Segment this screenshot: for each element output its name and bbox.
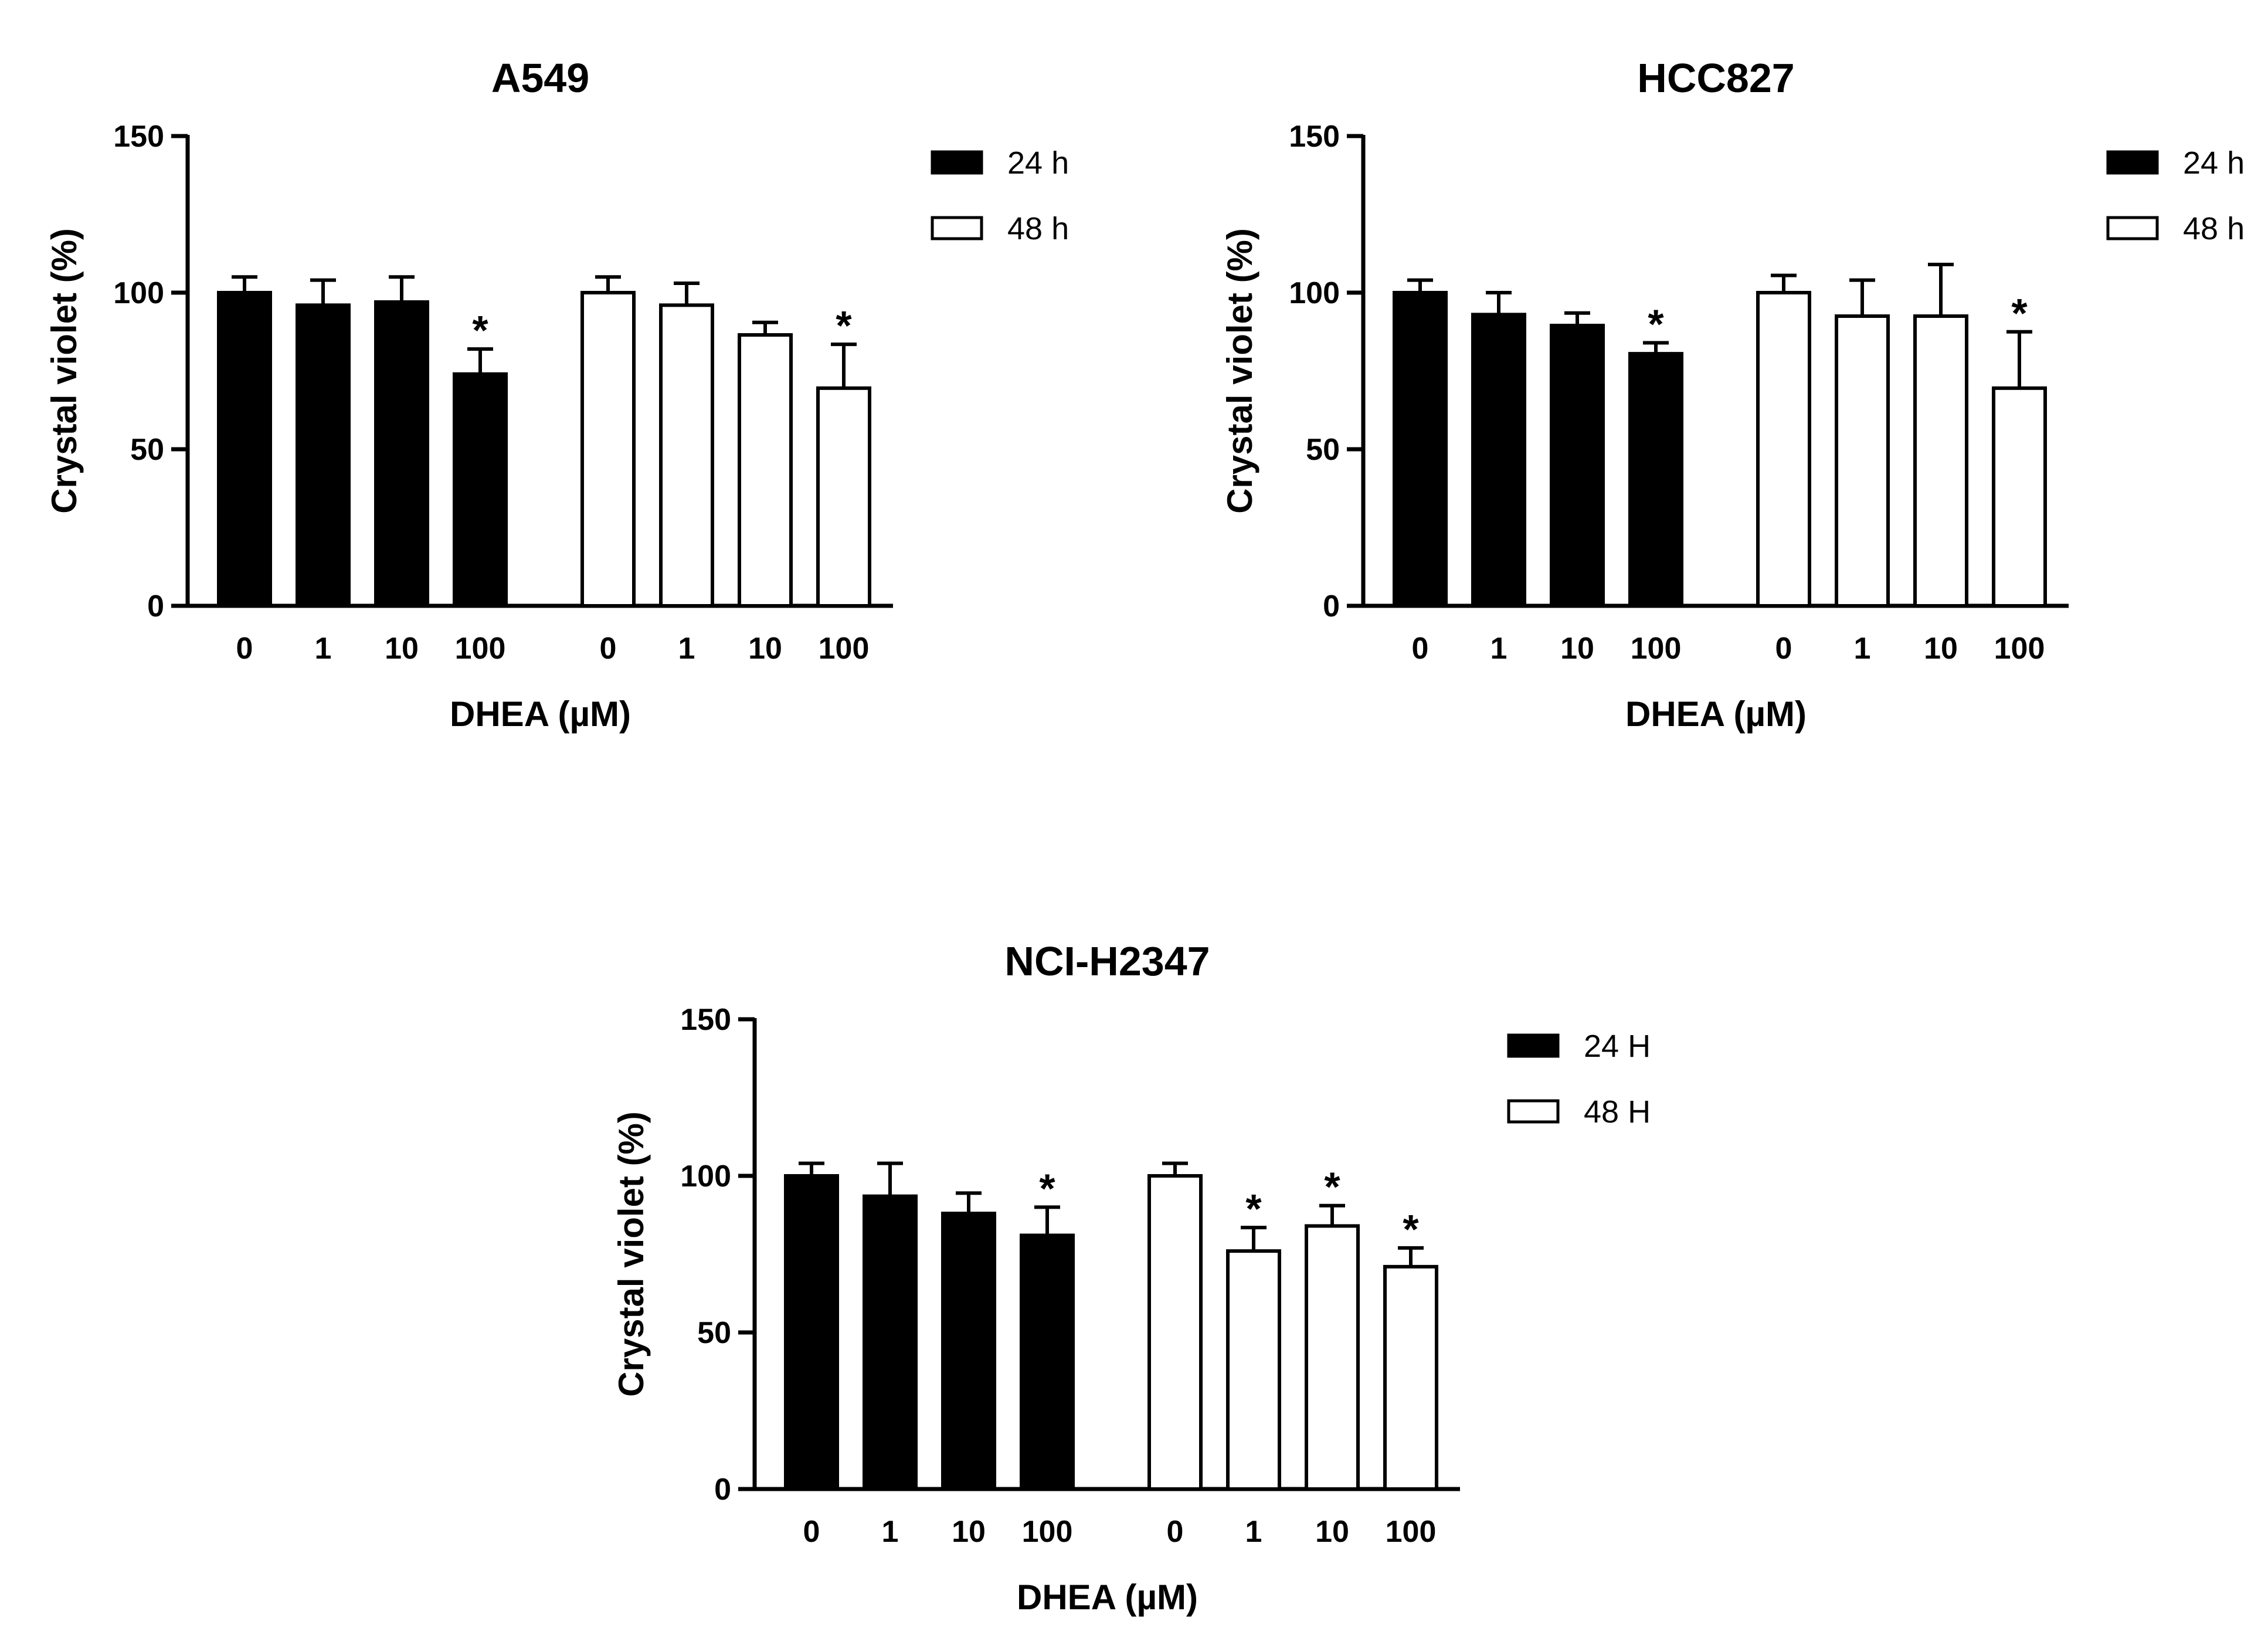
legend-label: 24 h — [1007, 145, 1069, 181]
x-axis-label: DHEA (µM) — [1625, 694, 1807, 734]
x-tick-label: 0 — [803, 1515, 820, 1549]
x-axis-label: DHEA (µM) — [1017, 1578, 1198, 1617]
bar — [816, 386, 871, 608]
y-tick-label: 150 — [680, 1003, 731, 1037]
x-tick-label: 10 — [1315, 1515, 1349, 1549]
legend-label: 24 h — [2183, 145, 2245, 181]
x-tick-label: 100 — [455, 632, 506, 666]
y-tick-label: 50 — [1306, 433, 1340, 467]
legend-swatch — [1507, 1033, 1560, 1058]
legend-label: 24 H — [1584, 1029, 1651, 1064]
bar — [1226, 1249, 1281, 1491]
x-tick-label: 10 — [1924, 632, 1958, 666]
bar — [1393, 291, 1448, 608]
significance-star: * — [1245, 1186, 1262, 1232]
legend-swatch — [2106, 150, 2159, 175]
x-tick-label: 10 — [952, 1515, 986, 1549]
bar — [1383, 1264, 1438, 1491]
bar — [1020, 1233, 1075, 1491]
x-tick-label: 10 — [748, 632, 782, 666]
legend-swatch — [2106, 216, 2159, 240]
significance-star: * — [472, 307, 488, 353]
significance-star: * — [836, 303, 852, 348]
x-tick-label: 100 — [1994, 632, 2045, 666]
y-tick-label: 50 — [130, 433, 164, 467]
x-tick-label: 100 — [1631, 632, 1682, 666]
x-axis-label: DHEA (µM) — [450, 694, 631, 734]
bar — [1913, 314, 1968, 608]
x-tick-label: 0 — [600, 632, 617, 666]
significance-star: * — [1039, 1165, 1055, 1211]
bar — [738, 333, 793, 608]
bar — [1835, 314, 1890, 608]
legend-label: 48 h — [2183, 211, 2245, 246]
x-tick-label: 10 — [1560, 632, 1594, 666]
chart-title: NCI-H2347 — [1004, 938, 1210, 984]
bar — [1147, 1174, 1203, 1491]
significance-star: * — [2011, 290, 2028, 336]
x-tick-label: 1 — [882, 1515, 899, 1549]
bar — [1992, 386, 2047, 608]
x-tick-label: 1 — [1491, 632, 1508, 666]
significance-star: * — [1403, 1206, 1419, 1252]
legend-label: 48 h — [1007, 211, 1069, 246]
significance-star: * — [1324, 1164, 1340, 1210]
x-tick-label: 0 — [1412, 632, 1429, 666]
y-tick-label: 100 — [680, 1159, 731, 1193]
bar — [1550, 324, 1605, 608]
x-tick-label: 100 — [1022, 1515, 1073, 1549]
bar — [453, 372, 508, 608]
bar — [296, 303, 351, 608]
bar — [1305, 1224, 1360, 1491]
significance-star: * — [1648, 301, 1664, 347]
y-tick-label: 0 — [1323, 589, 1340, 623]
x-tick-label: 1 — [315, 632, 332, 666]
y-tick-label: 50 — [697, 1316, 731, 1350]
bar — [580, 291, 636, 608]
x-tick-label: 1 — [1854, 632, 1871, 666]
y-tick-label: 100 — [1289, 276, 1340, 310]
x-tick-label: 0 — [1775, 632, 1792, 666]
bar — [217, 291, 272, 608]
x-tick-label: 100 — [1386, 1515, 1437, 1549]
chart-panel-1: A549 0 50 100 150 Crystal violet (%) 0 1 10 * 100 0… — [45, 55, 1069, 734]
x-tick-label: 100 — [819, 632, 870, 666]
chart-title: A549 — [491, 55, 589, 101]
bar — [374, 300, 429, 608]
x-tick-label: 0 — [236, 632, 253, 666]
y-axis-label: Crystal violet (%) — [45, 228, 84, 514]
legend-label: 48 H — [1584, 1094, 1651, 1130]
bar — [1756, 291, 1811, 608]
y-tick-label: 150 — [113, 120, 164, 154]
y-tick-label: 100 — [113, 276, 164, 310]
y-axis-label: Crystal violet (%) — [1220, 228, 1259, 514]
x-tick-label: 0 — [1167, 1515, 1184, 1549]
x-tick-label: 10 — [385, 632, 419, 666]
bar — [659, 303, 714, 608]
x-tick-label: 1 — [1245, 1515, 1262, 1549]
chart-title: HCC827 — [1637, 55, 1794, 101]
bar — [1471, 313, 1526, 608]
legend-swatch — [931, 150, 983, 175]
x-tick-label: 1 — [678, 632, 695, 666]
y-tick-label: 150 — [1289, 120, 1340, 154]
bar — [784, 1174, 839, 1491]
legend-swatch — [1507, 1099, 1560, 1124]
y-tick-label: 0 — [714, 1473, 731, 1507]
legend-swatch — [931, 216, 983, 240]
bar — [1628, 352, 1683, 608]
y-axis-label: Crystal violet (%) — [612, 1111, 651, 1397]
bar — [941, 1212, 996, 1491]
y-tick-label: 0 — [147, 589, 164, 623]
bar — [863, 1194, 918, 1491]
